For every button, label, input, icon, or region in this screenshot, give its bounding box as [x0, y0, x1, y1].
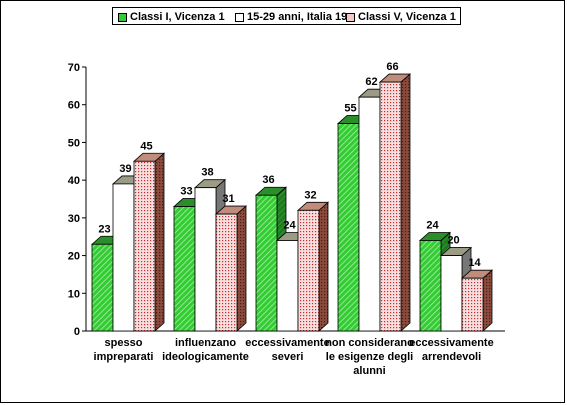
data-label: 38: [201, 167, 213, 179]
bar-side: [318, 201, 329, 332]
x-tick-label: eccessivamente: [245, 337, 329, 349]
bar-side: [236, 205, 247, 332]
legend-entry-series-3: Classi V, Vicenza 1: [346, 10, 456, 24]
x-tick-label: arrendevoli: [422, 351, 481, 363]
data-label: 32: [304, 189, 316, 201]
data-label: 45: [140, 140, 152, 152]
legend-entry-series-1: Classi I, Vicenza 1: [118, 10, 225, 24]
x-tick-label: eccessivamente: [409, 337, 493, 349]
data-label: 14: [468, 257, 481, 269]
bar: [215, 213, 238, 332]
data-label: 24: [283, 219, 296, 231]
data-label: 55: [344, 103, 356, 115]
bar-side: [482, 269, 493, 332]
bar: [440, 255, 463, 332]
y-tick-label: 20: [68, 251, 80, 263]
bar: [194, 187, 217, 332]
y-tick-label: 70: [68, 62, 80, 74]
bar: [173, 206, 196, 332]
data-label: 62: [365, 76, 377, 88]
x-tick-label: severi: [272, 351, 304, 363]
legend-label: Classi V, Vicenza 1: [358, 11, 456, 23]
x-tick-label: le esigenze degli: [326, 351, 413, 363]
y-tick-label: 30: [68, 213, 80, 225]
legend-swatch-pink: [346, 12, 355, 22]
y-tick-label: 50: [68, 137, 80, 149]
legend-label: 15-29 anni, Italia 19: [247, 11, 348, 23]
data-label: 24: [426, 219, 439, 231]
data-label: 20: [447, 235, 459, 247]
x-tick-label: impreparati: [94, 351, 154, 363]
bar: [255, 194, 278, 332]
chart-legend: Classi I, Vicenza 1 15-29 anni, Italia 1…: [112, 7, 461, 25]
y-tick-label: 60: [68, 100, 80, 112]
bar: [419, 240, 442, 332]
x-tick-label: alunni: [353, 365, 385, 377]
bar: [112, 183, 135, 332]
x-tick-label: non considerano: [325, 337, 414, 349]
x-tick-label: spesso: [105, 337, 143, 349]
bar: [379, 81, 402, 332]
y-tick-label: 0: [74, 326, 80, 338]
bar: [91, 243, 114, 332]
chart-labels: 23 39 45 spesso impreparati 33 38 31 influenzano…: [94, 61, 494, 377]
data-label: 23: [98, 223, 110, 235]
bar: [297, 209, 320, 332]
bar: [358, 96, 381, 332]
x-tick-label: ideologicamente: [162, 351, 249, 363]
bar: [133, 160, 156, 332]
bar: [337, 123, 360, 332]
data-label: 36: [262, 174, 274, 186]
x-tick-label: influenzano: [175, 337, 236, 349]
legend-swatch-green: [118, 12, 127, 22]
bar-side: [154, 152, 165, 332]
chart-bars: [90, 73, 494, 332]
data-label: 39: [119, 163, 131, 175]
legend-swatch-white: [235, 12, 244, 22]
data-label: 33: [180, 186, 192, 198]
data-label: 31: [222, 193, 234, 205]
data-label: 66: [386, 61, 398, 73]
legend-label: Classi I, Vicenza 1: [130, 11, 225, 23]
bar: [276, 240, 299, 332]
y-tick-label: 40: [68, 175, 80, 187]
bar-side: [400, 73, 411, 332]
y-tick-label: 10: [68, 288, 80, 300]
legend-entry-series-2: 15-29 anni, Italia 19: [235, 10, 347, 24]
bar: [461, 277, 484, 332]
